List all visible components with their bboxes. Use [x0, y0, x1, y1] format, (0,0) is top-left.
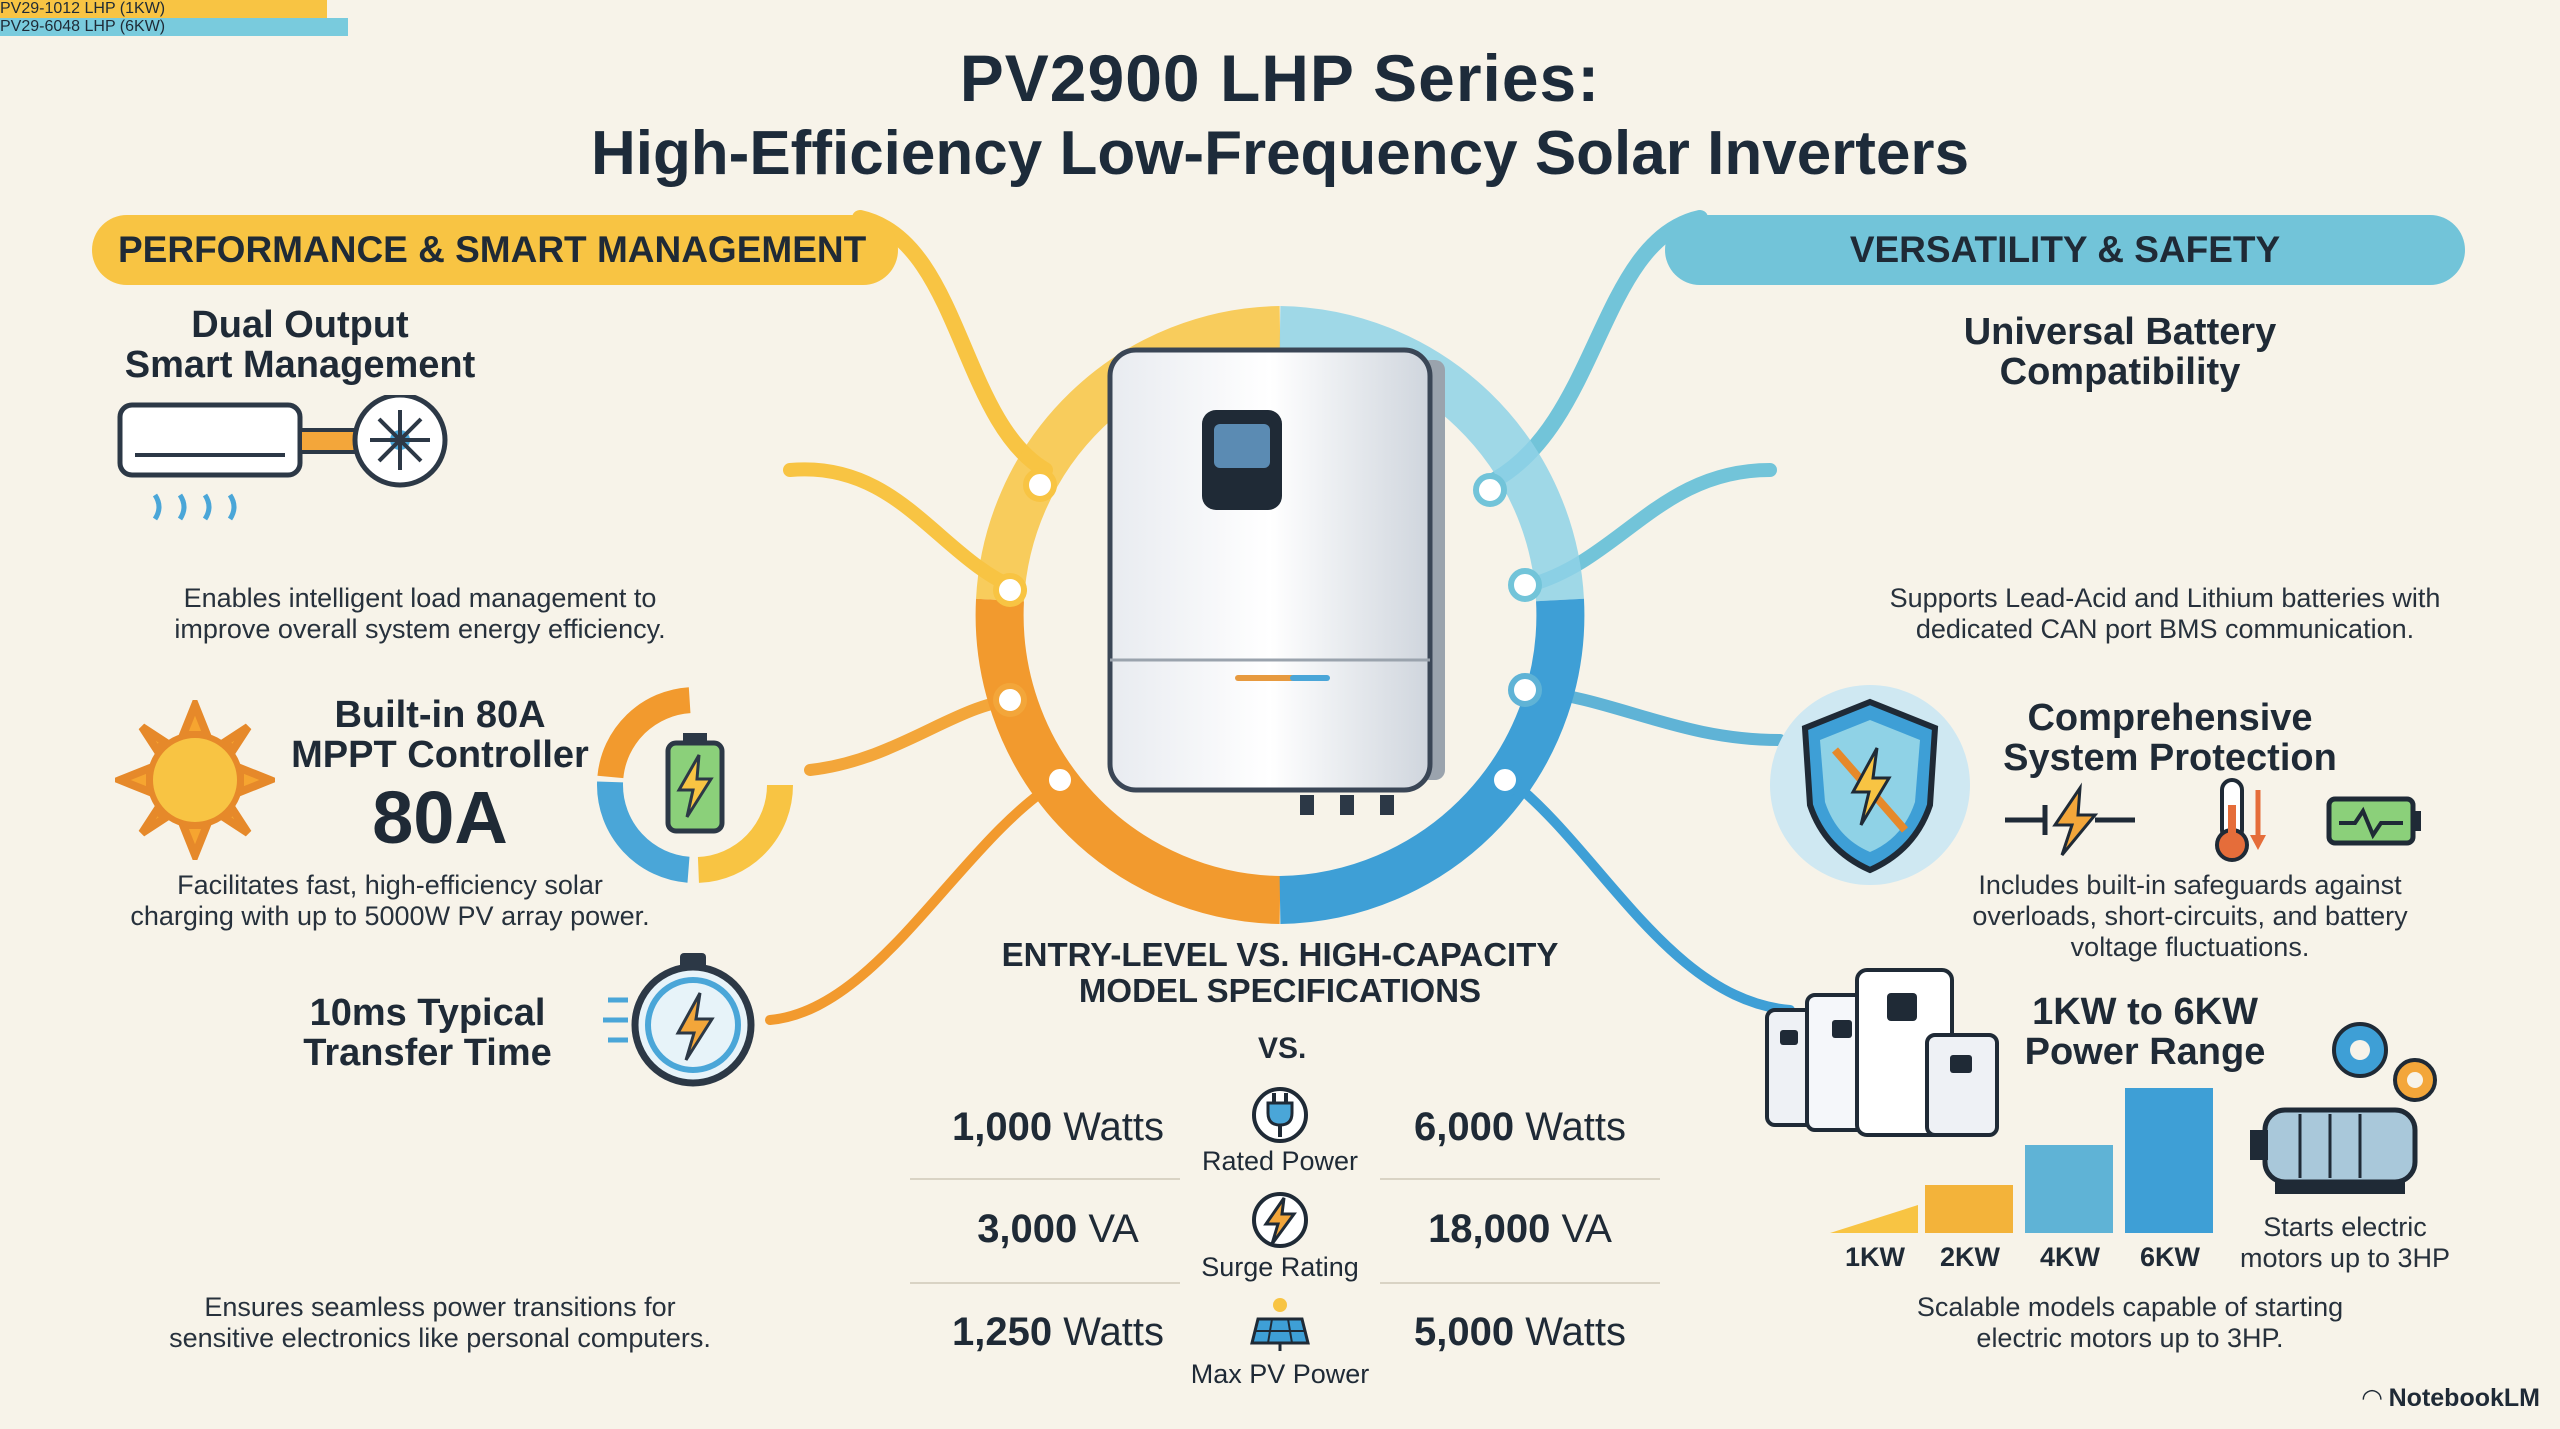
power-range-desc-line1: Scalable models capable of starting [1916, 1292, 2344, 1322]
lightning-icon [1252, 1192, 1308, 1248]
protection-desc-line3: voltage fluctuations. [2070, 932, 2310, 962]
page-title: PV2900 LHP Series: [959, 41, 1601, 115]
protection-desc-line2: overloads, short-circuits, and battery [1972, 901, 2408, 931]
mppt-amp-value: 80A [372, 776, 508, 859]
battery-desc-line1: Supports Lead-Acid and Lithium batteries… [1889, 583, 2441, 613]
power-range-desc-line2: electric motors up to 3HP. [1976, 1323, 2284, 1353]
power-range-heading: 1KW to 6KW Power Range [1985, 992, 2305, 1072]
sun-icon [115, 700, 275, 860]
battery-compat-heading: Universal Battery Compatibility [1880, 312, 2360, 392]
dual-output-heading-line1: Dual Output [191, 304, 409, 346]
battery-charging-ring-icon [597, 687, 793, 883]
specs-heading-line2: MODEL SPECIFICATIONS [1078, 972, 1482, 1009]
notebooklm-label: NotebookLM [2388, 1384, 2540, 1412]
power-range-heading-line1: 1KW to 6KW [2032, 991, 2258, 1033]
transfer-time-heading: 10ms Typical Transfer Time [250, 993, 605, 1073]
inverter-icon [1107, 347, 1445, 815]
motor-start-note: Starts electric motors up to 3HP [2210, 1212, 2480, 1274]
power-scale-bars [1830, 1088, 2213, 1233]
motor-note-line2: motors up to 3HP [2239, 1243, 2451, 1273]
protection-description: Includes built-in safeguards against ove… [1940, 870, 2440, 963]
surge-entry-number: 3,000 [977, 1207, 1078, 1251]
transfer-desc-line2: sensitive electronics like personal comp… [169, 1323, 711, 1353]
dual-output-description: Enables intelligent load management to i… [100, 583, 740, 645]
battery-voltage-icon [2326, 796, 2421, 846]
short-circuit-icon [2005, 782, 2135, 856]
battery-heading-line2: Compatibility [1999, 351, 2241, 393]
transfer-heading-line1: 10ms Typical [309, 992, 546, 1034]
rated-power-entry-unit: Watts [1063, 1105, 1164, 1149]
scale-label-1kw: 1KW [1845, 1242, 1905, 1272]
high-capacity-model-pill: PV29-6048 LHP (6KW) [0, 18, 348, 36]
shield-icon [1770, 685, 1970, 885]
max-pv-entry-value: 1,250 Watts [908, 1310, 1208, 1355]
motor-gears-icon [2250, 1022, 2437, 1194]
max-pv-high-unit: Watts [1525, 1310, 1626, 1354]
mppt-heading-line1: Built-in 80A [334, 694, 546, 736]
battery-compat-description: Supports Lead-Acid and Lithium batteries… [1840, 583, 2490, 645]
transfer-desc-line1: Ensures seamless power transitions for [204, 1292, 676, 1322]
max-pv-power-label: Max PV Power [1190, 1359, 1370, 1389]
divider [910, 1282, 1180, 1284]
thermometer-icon [2215, 778, 2266, 862]
rated-power-high-number: 6,000 [1414, 1105, 1515, 1149]
rated-power-entry-number: 1,000 [952, 1105, 1053, 1149]
stopwatch-icon [603, 953, 755, 1087]
protection-heading-line1: Comprehensive [2027, 697, 2313, 739]
mppt-desc-line2: charging with up to 5000W PV array power… [130, 901, 650, 931]
rated-power-high-value: 6,000 Watts [1370, 1105, 1670, 1150]
divider [1380, 1282, 1660, 1284]
divider [1380, 1178, 1660, 1180]
rated-power-high-unit: Watts [1525, 1105, 1626, 1149]
surge-entry-value: 3,000 VA [908, 1207, 1208, 1252]
scale-label-6kw: 6KW [2140, 1242, 2200, 1272]
mppt-heading-line2: MPPT Controller [291, 734, 589, 776]
notebooklm-logo-icon: ◠ [2362, 1384, 2389, 1412]
mppt-description: Facilitates fast, high-efficiency solar … [90, 870, 690, 932]
protection-desc-line1: Includes built-in safeguards against [1978, 870, 2402, 900]
air-conditioner-icon [117, 395, 448, 521]
mppt-heading: Built-in 80A MPPT Controller [270, 695, 610, 775]
surge-high-value: 18,000 VA [1370, 1207, 1670, 1252]
divider [910, 1178, 1180, 1180]
vs-label: VS. [1258, 1032, 1307, 1065]
protection-heading-line2: System Protection [2003, 737, 2337, 779]
scale-label-4kw: 4KW [2040, 1242, 2100, 1272]
motor-note-line1: Starts electric [2263, 1212, 2427, 1242]
protection-heading: Comprehensive System Protection [1960, 698, 2380, 778]
scale-label-2kw: 2KW [1940, 1242, 2000, 1272]
plug-icon [1252, 1087, 1308, 1143]
solar-panel-icon [1250, 1298, 1310, 1351]
versatility-banner: VERSATILITY & SAFETY [1665, 215, 2465, 285]
power-range-description: Scalable models capable of starting elec… [1840, 1292, 2420, 1354]
transfer-heading-line2: Transfer Time [303, 1032, 552, 1074]
surge-entry-unit: VA [1088, 1207, 1139, 1251]
surge-rating-label: Surge Rating [1201, 1252, 1359, 1282]
battery-desc-line2: dedicated CAN port BMS communication. [1915, 614, 2415, 644]
transfer-time-description: Ensures seamless power transitions for s… [100, 1292, 780, 1354]
inverter-models-icon [1765, 968, 1999, 1137]
dual-output-heading: Dual Output Smart Management [100, 305, 500, 385]
dual-output-desc-line1: Enables intelligent load management to [183, 583, 657, 613]
max-pv-entry-unit: Watts [1063, 1310, 1164, 1354]
notebooklm-watermark: ◠ NotebookLM [2362, 1383, 2540, 1413]
max-pv-high-number: 5,000 [1414, 1310, 1515, 1354]
specs-heading: ENTRY-LEVEL VS. HIGH-CAPACITY MODEL SPEC… [920, 937, 1640, 1009]
battery-heading-line1: Universal Battery [1963, 311, 2277, 353]
dual-output-desc-line2: improve overall system energy efficiency… [174, 614, 666, 644]
mppt-desc-line1: Facilitates fast, high-efficiency solar [177, 870, 603, 900]
surge-high-unit: VA [1561, 1207, 1612, 1251]
entry-model-pill: PV29-1012 LHP (1KW) [0, 0, 327, 18]
rated-power-label: Rated Power [1201, 1146, 1359, 1176]
performance-banner: PERFORMANCE & SMART MANAGEMENT [92, 215, 898, 285]
max-pv-entry-number: 1,250 [952, 1310, 1053, 1354]
max-pv-high-value: 5,000 Watts [1370, 1310, 1670, 1355]
rated-power-entry-value: 1,000 Watts [908, 1105, 1208, 1150]
dual-output-heading-line2: Smart Management [124, 344, 476, 386]
page-subtitle: High-Efficiency Low-Frequency Solar Inve… [590, 119, 1970, 188]
surge-high-number: 18,000 [1428, 1207, 1551, 1251]
power-range-heading-line2: Power Range [2024, 1031, 2266, 1073]
specs-heading-line1: ENTRY-LEVEL VS. HIGH-CAPACITY [1001, 936, 1559, 973]
